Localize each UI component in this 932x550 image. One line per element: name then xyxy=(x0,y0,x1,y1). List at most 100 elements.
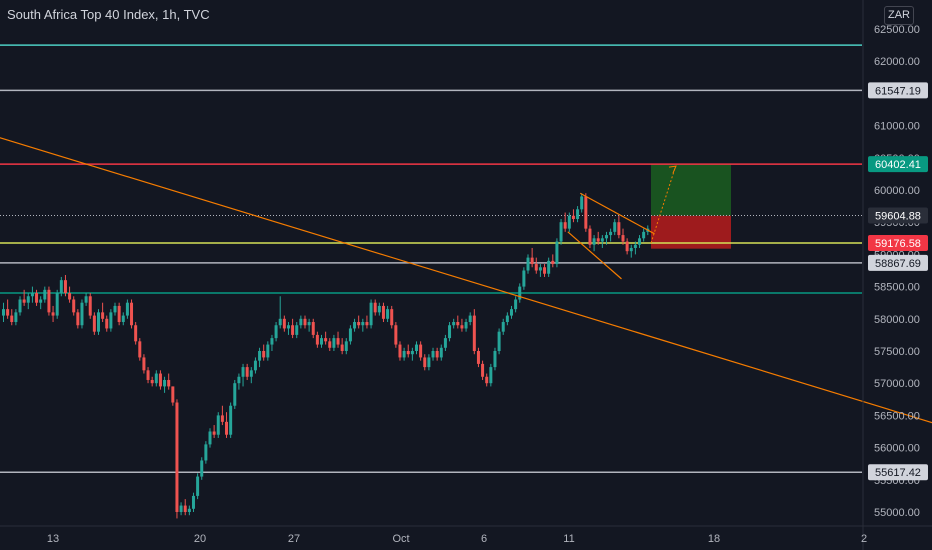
candle-body xyxy=(443,338,447,348)
candle-body xyxy=(592,238,596,245)
time-tick-label: 2 xyxy=(861,533,867,545)
time-tick-label: 18 xyxy=(708,533,720,545)
candle-body xyxy=(476,351,480,364)
candle-body xyxy=(233,383,237,406)
candle-body xyxy=(237,376,241,384)
candle-body xyxy=(617,222,621,236)
price-tag-box xyxy=(868,82,928,99)
candle-body xyxy=(22,299,26,303)
candle-body xyxy=(6,309,10,316)
price-tick-label: 62000.00 xyxy=(874,56,920,68)
price-tick-label: 61000.00 xyxy=(874,121,920,133)
candle-body xyxy=(497,331,501,351)
candle-body xyxy=(47,289,51,313)
price-tag-label: 59176.58 xyxy=(875,238,921,250)
candle-body xyxy=(76,312,80,326)
candle-body xyxy=(55,293,59,316)
candle-body xyxy=(530,257,534,265)
candle-body xyxy=(423,357,427,368)
trendlines xyxy=(0,137,932,424)
price-tick-label: 57000.00 xyxy=(874,378,920,390)
candle-body xyxy=(208,431,212,445)
price-tag-box xyxy=(868,254,928,271)
candle-body xyxy=(609,231,613,236)
candle-body xyxy=(613,222,617,232)
candle-body xyxy=(134,325,138,342)
candle-body xyxy=(241,367,245,377)
candle-body xyxy=(452,322,456,326)
candle-body xyxy=(30,293,34,297)
trendline xyxy=(579,192,655,235)
candle-body xyxy=(501,322,505,332)
price-tick-label: 57500.00 xyxy=(874,346,920,358)
candle-body xyxy=(249,370,253,377)
price-tick-label: 56500.00 xyxy=(874,410,920,422)
price-tag-label: 58867.69 xyxy=(875,258,921,270)
candle-body xyxy=(150,379,154,384)
time-tick-label: 20 xyxy=(194,533,206,545)
time-axis[interactable]: 13 20 27 Oct 6 11 18 2 xyxy=(0,525,932,545)
candle-body xyxy=(638,238,642,245)
candle-body xyxy=(68,293,72,300)
candle-body xyxy=(35,293,39,303)
candle-body xyxy=(493,351,497,368)
candle-body xyxy=(158,373,162,387)
candle-body xyxy=(353,322,357,329)
candle-body xyxy=(200,460,204,477)
candle-body xyxy=(320,338,324,345)
candle-body xyxy=(171,386,175,403)
target-zone xyxy=(651,164,731,216)
candle-body xyxy=(196,476,200,496)
price-tag-label: 55617.42 xyxy=(875,467,921,479)
candle-body xyxy=(220,415,224,422)
candle-body xyxy=(266,344,270,358)
candle-body xyxy=(39,299,43,303)
candle-body xyxy=(258,351,262,361)
time-tick-label: 13 xyxy=(47,533,59,545)
candle-body xyxy=(567,215,571,229)
candle-body xyxy=(142,357,146,371)
candle-body xyxy=(505,315,509,323)
time-tick-label: Oct xyxy=(392,533,409,545)
candle-body xyxy=(439,347,443,358)
candle-body xyxy=(373,302,377,313)
candle-body xyxy=(435,351,439,358)
candle-body xyxy=(299,318,303,326)
price-tag-label: 59604.88 xyxy=(875,210,921,222)
candle-body xyxy=(328,341,332,348)
price-tag-box xyxy=(868,207,928,224)
candle-body xyxy=(377,305,381,313)
candle-body xyxy=(468,315,472,323)
candle-body xyxy=(332,338,336,348)
candle-body xyxy=(286,325,290,329)
candle-body xyxy=(394,325,398,345)
price-tick-label: 62500.00 xyxy=(874,24,920,36)
candle-body xyxy=(415,344,418,351)
candle-body xyxy=(245,367,249,377)
price-tag-box xyxy=(868,156,928,173)
candle-body xyxy=(2,309,5,316)
candle-body xyxy=(509,309,513,316)
candle-body xyxy=(340,344,344,351)
candle-body xyxy=(642,231,646,239)
candle-body xyxy=(625,241,629,252)
candle-body xyxy=(121,315,125,323)
candle-body xyxy=(26,296,30,303)
candle-body xyxy=(629,247,633,252)
candle-body xyxy=(559,222,563,242)
candle-body xyxy=(130,302,134,326)
price-tags: 61547.19 60402.41 59604.88 59176.58 58867.69… xyxy=(868,82,928,481)
candle-body xyxy=(101,312,105,319)
candle-body xyxy=(534,264,538,271)
candle-body xyxy=(270,338,274,345)
candle-body xyxy=(410,351,414,355)
candle-body xyxy=(427,357,431,368)
candle-body xyxy=(191,495,195,509)
candle-body xyxy=(146,370,150,380)
currency-button[interactable]: ZAR xyxy=(884,6,914,25)
candle-body xyxy=(576,209,580,219)
candle-body xyxy=(547,260,551,274)
candle-body xyxy=(621,235,625,242)
projection-arrowhead xyxy=(668,165,677,174)
